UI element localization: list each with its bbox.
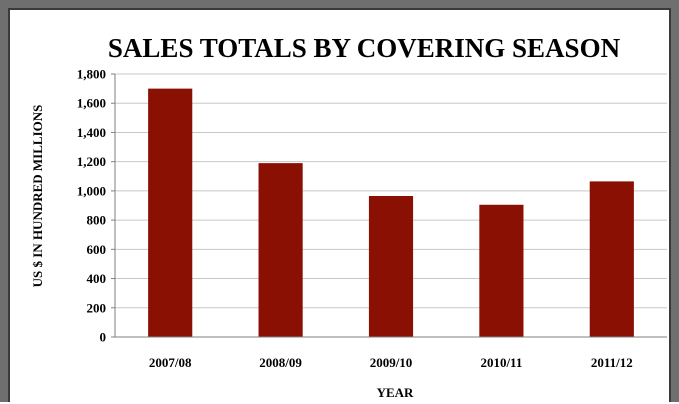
y-tick-label: 200 xyxy=(87,300,107,315)
bar xyxy=(589,181,634,337)
y-tick-label: 1,600 xyxy=(77,96,106,111)
y-tick-labels: 0 200 400 600 800 1,000 1,200 1,400 1,600 1,800 xyxy=(77,67,106,345)
y-axis-title: US $ IN HUNDRED MILLIONS xyxy=(30,105,45,288)
bar-chart: SALES TOTALS BY COVERING SEASON 0 200 400 6… xyxy=(30,33,667,400)
x-tick-label: 2011/12 xyxy=(591,355,633,370)
chart-title: SALES TOTALS BY COVERING SEASON xyxy=(108,33,621,63)
y-tick-label: 1,800 xyxy=(77,67,106,82)
y-tick-label: 400 xyxy=(87,271,107,286)
bar xyxy=(479,204,524,337)
y-tick-label: 1,200 xyxy=(77,154,106,169)
x-tick-label: 2008/09 xyxy=(259,355,302,370)
x-tick-label: 2010/11 xyxy=(480,355,522,370)
y-tick-label: 1,400 xyxy=(77,125,106,140)
bars xyxy=(148,88,634,337)
bar xyxy=(258,163,303,337)
x-tick-label: 2007/08 xyxy=(149,355,192,370)
x-tick-label: 2009/10 xyxy=(370,355,413,370)
bar xyxy=(368,196,414,337)
chart-panel: SALES TOTALS BY COVERING SEASON 0 200 400 6… xyxy=(8,8,671,402)
x-tick-labels: 2007/08 2008/09 2009/10 2010/11 2011/12 xyxy=(149,355,633,370)
bar xyxy=(148,88,193,337)
y-tick-label: 1,000 xyxy=(77,183,106,198)
y-tick-label: 0 xyxy=(100,330,107,345)
y-tick-label: 600 xyxy=(87,242,107,257)
y-tick-label: 800 xyxy=(87,213,107,228)
x-axis-title: YEAR xyxy=(377,385,414,400)
